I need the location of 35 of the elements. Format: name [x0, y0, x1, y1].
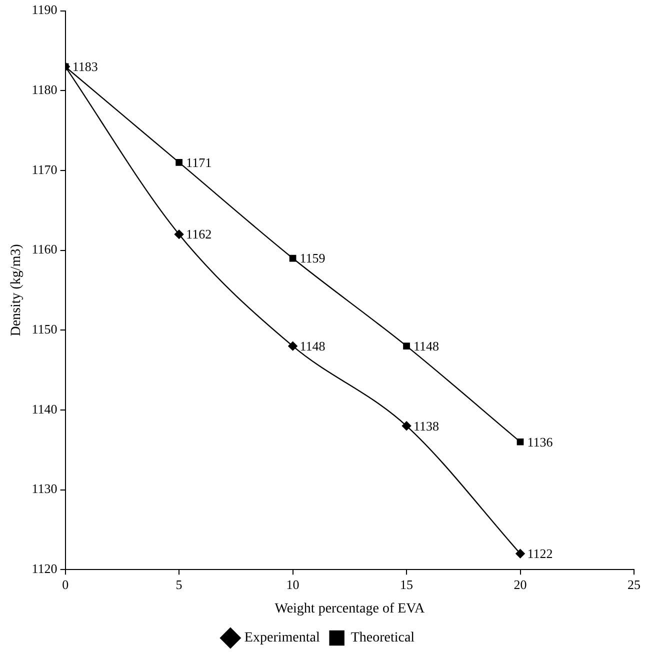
- y-tick-label: 1160: [32, 242, 58, 257]
- x-tick-label: 20: [514, 576, 527, 592]
- legend-label: Theoretical: [350, 630, 415, 646]
- data-label: 1148: [300, 338, 326, 354]
- y-tick-label: 1140: [32, 401, 58, 416]
- x-tick-label: 10: [286, 576, 300, 592]
- data-label: 1122: [527, 546, 553, 562]
- y-tick-label: 1190: [32, 2, 58, 18]
- x-tick-label: 5: [176, 576, 182, 592]
- x-tick-label: 25: [628, 576, 640, 592]
- data-label: 1162: [186, 226, 212, 242]
- point: [402, 421, 412, 431]
- y-tick-label: 1180: [32, 82, 58, 98]
- point: [403, 342, 410, 350]
- data-label: 1138: [414, 418, 440, 434]
- data-label: 1171: [186, 154, 212, 170]
- y-tick-label: 1120: [32, 561, 58, 576]
- point: [289, 254, 296, 262]
- y-tick-label: 1170: [32, 162, 58, 177]
- data-label: 1136: [527, 434, 554, 450]
- x-tick-label: 0: [62, 576, 69, 592]
- data-label: 1148: [414, 338, 440, 354]
- x-axis-title: Weight percentage of EVA: [274, 601, 426, 616]
- point: [516, 549, 525, 558]
- data-label: 1183: [72, 59, 98, 74]
- data-label: 1159: [300, 250, 326, 266]
- point: [176, 159, 182, 166]
- y-axis-title: Density (kg/m3): [9, 244, 24, 336]
- point: [174, 230, 184, 239]
- point: [516, 438, 524, 446]
- y-tick-label: 1130: [32, 481, 58, 496]
- x-tick-label: 15: [400, 576, 414, 592]
- point: [288, 341, 298, 351]
- y-tick-label: 1150: [32, 322, 58, 337]
- legend-label: Experimental: [244, 630, 320, 646]
